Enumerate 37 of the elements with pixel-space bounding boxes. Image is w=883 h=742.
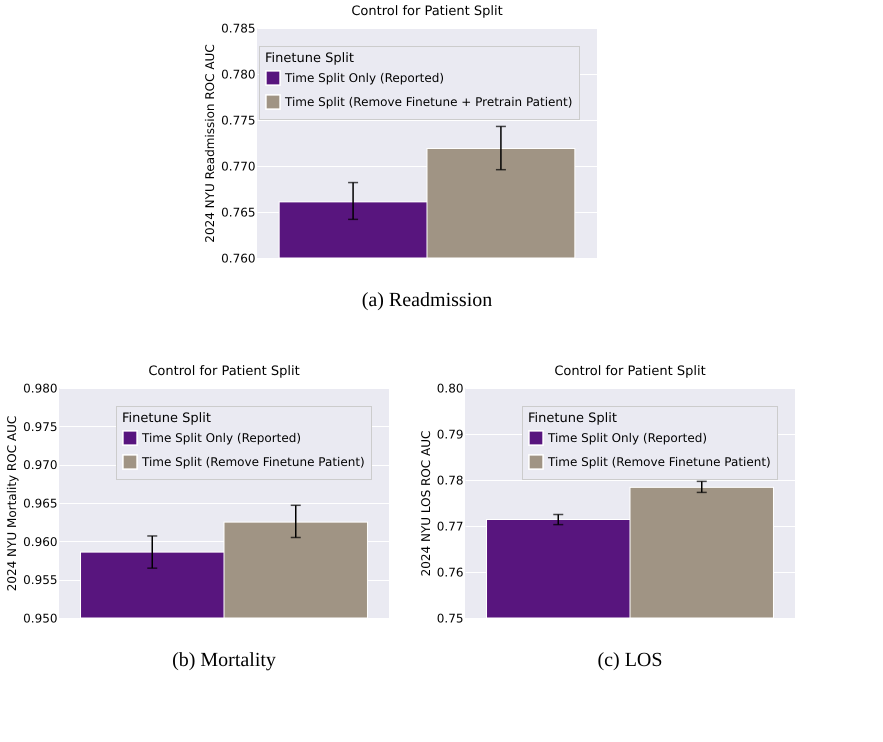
y-tick-label: 0.770 bbox=[221, 160, 256, 174]
y-tick-label: 0.760 bbox=[221, 252, 256, 266]
text: (c) LOS bbox=[598, 649, 662, 671]
legend-label: Time Split Only (Reported) bbox=[141, 431, 302, 445]
y-tick-label: 0.960 bbox=[23, 534, 58, 549]
legend-title: Finetune Split bbox=[265, 51, 354, 66]
text: (a) Readmission bbox=[362, 289, 492, 311]
y-tick-label: 0.980 bbox=[23, 382, 58, 396]
y-tick-label: 0.76 bbox=[436, 566, 464, 580]
y-tick-label: 0.965 bbox=[23, 496, 58, 510]
legend-label: Time Split (Remove Finetune Patient) bbox=[547, 455, 771, 469]
y-tick-label: 0.955 bbox=[23, 573, 58, 588]
y-tick-label: 0.77 bbox=[436, 520, 464, 534]
y-tick-label: 0.75 bbox=[436, 612, 464, 626]
legend-title: Finetune Split bbox=[122, 411, 211, 426]
y-tick-label: 0.80 bbox=[436, 382, 464, 396]
y-tick-label: 0.79 bbox=[436, 428, 464, 442]
chart-title: Control for Patient Split bbox=[148, 364, 300, 379]
chart-title: Control for Patient Split bbox=[554, 364, 706, 379]
legend-label: Time Split Only (Reported) bbox=[284, 71, 444, 85]
chart-title: Control for Patient Split bbox=[351, 4, 503, 19]
legend-label: Time Split (Remove Finetune + Pretrain Patient) bbox=[284, 95, 572, 109]
y-axis-title: 2024 NYU LOS ROC AUC bbox=[418, 430, 433, 576]
legend-label: Time Split Only (Reported) bbox=[547, 431, 708, 445]
y-tick-label: 0.775 bbox=[221, 114, 256, 128]
legend-title: Finetune Split bbox=[528, 411, 617, 426]
y-tick-label: 0.970 bbox=[23, 458, 58, 472]
y-axis-title: 2024 NYU Readmission ROC AUC bbox=[203, 44, 218, 243]
y-tick-label: 0.975 bbox=[23, 420, 58, 434]
y-tick-label: 0.765 bbox=[221, 206, 256, 220]
y-tick-label: 0.78 bbox=[436, 474, 464, 488]
y-axis-title: 2024 NYU Mortality ROC AUC bbox=[5, 416, 20, 592]
text: (b) Mortality bbox=[172, 649, 276, 671]
y-tick-label: 0.785 bbox=[221, 22, 256, 36]
legend-label: Time Split (Remove Finetune Patient) bbox=[141, 455, 365, 469]
y-tick-label: 0.950 bbox=[23, 612, 58, 626]
y-tick-label: 0.780 bbox=[221, 68, 256, 82]
